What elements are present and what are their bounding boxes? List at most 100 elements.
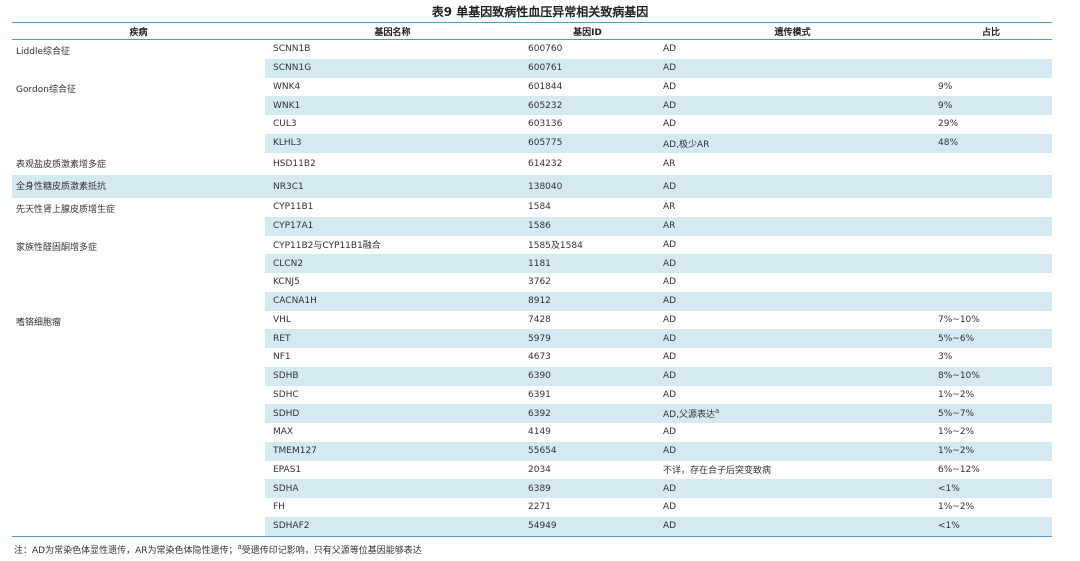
mode-cell: AD [655, 96, 930, 115]
id-cell: 4673 [528, 352, 551, 363]
table-row: FH 2271 AD 1%~2% [12, 498, 1052, 517]
disease-cell: 先天性肾上腺皮质增生症 [16, 205, 116, 215]
gene-cell: NF1 [273, 352, 291, 363]
table-row: 嗜铬细胞瘤 VHL 7428 AD 7%~10% [12, 311, 1052, 330]
ratio-cell: 6%~12% [938, 464, 980, 475]
mode-cell: AD [655, 175, 930, 198]
mode-cell: AD,父源表达a [655, 404, 930, 423]
note-text: 注：AD为常染色体显性遗传，AR为常染色体隐性遗传； [14, 546, 238, 556]
mode-text: 不详，存在合子后突变致病 [663, 466, 772, 477]
ratio-cell [930, 236, 1052, 255]
mode-cell: AD [655, 386, 930, 405]
gene-cell: SCNN1B [273, 44, 311, 55]
table-row: WNK1 605232 AD 9% [12, 96, 1052, 115]
table-row: SDHAF2 54949 AD <1% [12, 516, 1052, 536]
table-title: 表9 单基因致病性血压异常相关致病基因 [431, 5, 649, 19]
gene-cell: HSD11B2 [273, 158, 316, 169]
table-row: 家族性醛固酮增多症 CYP11B2与CYP11B1融合 1585及1584 AD [12, 236, 1052, 255]
ratio-cell [930, 153, 1052, 176]
table-row: 表观盐皮质激素增多症 HSD11B2 614232 AR [12, 153, 1052, 176]
ratio-cell: 1%~2% [938, 389, 975, 400]
table-row: SDHD 6392 AD,父源表达a 5%~7% [12, 404, 1052, 423]
note-text: 受遗传印记影响，只有父源等位基因能够表达 [241, 546, 422, 556]
ratio-cell: 1%~2% [938, 502, 975, 513]
table-row: TMEM127 55654 AD 1%~2% [12, 441, 1052, 461]
mode-text: AD [663, 181, 677, 192]
mode-text: AD [663, 258, 677, 269]
gene-cell: SDHC [273, 389, 299, 400]
mode-cell: AD [655, 254, 930, 273]
mode-text: AD [663, 427, 677, 438]
id-cell: 600760 [528, 44, 563, 55]
note-sup: a [237, 543, 242, 551]
mode-text: AD [663, 44, 677, 55]
table-row: SDHC 6391 AD 1%~2% [12, 386, 1052, 405]
disease-cell: Gordon综合征 [16, 84, 76, 95]
ratio-cell: 29% [938, 119, 959, 130]
table-row: CACNA1H 8912 AD [12, 291, 1052, 311]
id-cell: 2271 [528, 502, 551, 513]
id-cell: 1584 [528, 202, 551, 213]
mode-text: AD [663, 100, 677, 111]
id-cell: 1586 [520, 216, 655, 236]
mode-text: AD [663, 239, 677, 250]
mode-cell: AD [655, 329, 930, 348]
id-cell: 54949 [520, 516, 655, 536]
table-row: NF1 4673 AD 3% [12, 348, 1052, 367]
table-row: EPAS1 2034 不详，存在合子后突变致病 6%~12% [12, 461, 1052, 480]
gene-cell: CLCN2 [265, 254, 520, 273]
ratio-cell: 8%~10% [930, 366, 1052, 386]
mode-text: AD [663, 296, 677, 307]
gene-cell: SDHD [265, 404, 520, 423]
column-header: 疾病 [12, 22, 265, 40]
id-cell: 614232 [528, 158, 563, 169]
ratio-cell [930, 273, 1052, 292]
table-row: Gordon综合征 WNK4 601844 AD 9% [12, 78, 1052, 97]
mode-cell: AD [655, 479, 930, 498]
gene-cell: KLHL3 [265, 133, 520, 153]
table-row: SDHA 6389 AD <1% [12, 479, 1052, 498]
gene-cell: CYP11B2与CYP11B1融合 [273, 241, 381, 252]
id-cell: 605775 [520, 133, 655, 153]
id-cell: 1585及1584 [528, 241, 583, 252]
id-cell: 605232 [520, 96, 655, 115]
table-row: MAX 4149 AD 1%~2% [12, 423, 1052, 442]
mode-text: AD [663, 389, 677, 400]
ratio-cell [930, 175, 1052, 198]
mode-cell: AD [655, 311, 930, 330]
disease-cell: 表观盐皮质激素增多症 [16, 159, 107, 170]
id-cell: 3762 [528, 277, 551, 288]
mode-cell: AD [655, 115, 930, 134]
column-header: 遗传模式 [655, 22, 930, 40]
mode-text: AD [663, 277, 677, 288]
table-body: Liddle综合征 SCNN1B 600760 AD SCNN1G 600761 AD Gor… [12, 40, 1052, 536]
gene-cell: CYP17A1 [265, 216, 520, 236]
gene-cell: VHL [273, 314, 291, 325]
mode-text: AD [663, 521, 677, 532]
table-row: KCNJ5 3762 AD [12, 273, 1052, 292]
mode-text: AD [663, 314, 677, 325]
mode-cell: AD [655, 423, 930, 442]
table-row: SCNN1G 600761 AD [12, 58, 1052, 78]
mode-cell: AD [655, 273, 930, 292]
mode-text: AD [663, 446, 677, 457]
table-row: CUL3 603136 AD 29% [12, 115, 1052, 134]
gene-cell: RET [265, 329, 520, 348]
ratio-cell: 1%~2% [930, 441, 1052, 461]
table-row: RET 5979 AD 5%~6% [12, 329, 1052, 348]
ratio-cell: <1% [930, 479, 1052, 498]
gene-cell: MAX [273, 427, 294, 438]
mode-text: AD [663, 371, 677, 382]
mode-text: AD [663, 352, 677, 363]
mode-cell: AD [655, 516, 930, 536]
id-cell: 7428 [528, 314, 551, 325]
id-cell: 5979 [520, 329, 655, 348]
ratio-cell: 9% [930, 96, 1052, 115]
id-cell: 1181 [520, 254, 655, 273]
mode-sup: a [714, 407, 720, 416]
table-row: 全身性糖皮质激素抵抗 NR3C1 138040 AD [12, 175, 1052, 198]
gene-cell: SDHAF2 [265, 516, 520, 536]
ratio-cell: 5%~6% [930, 329, 1052, 348]
table-row: KLHL3 605775 AD,极少AR 48% [12, 133, 1052, 153]
id-cell: 4149 [528, 427, 551, 438]
